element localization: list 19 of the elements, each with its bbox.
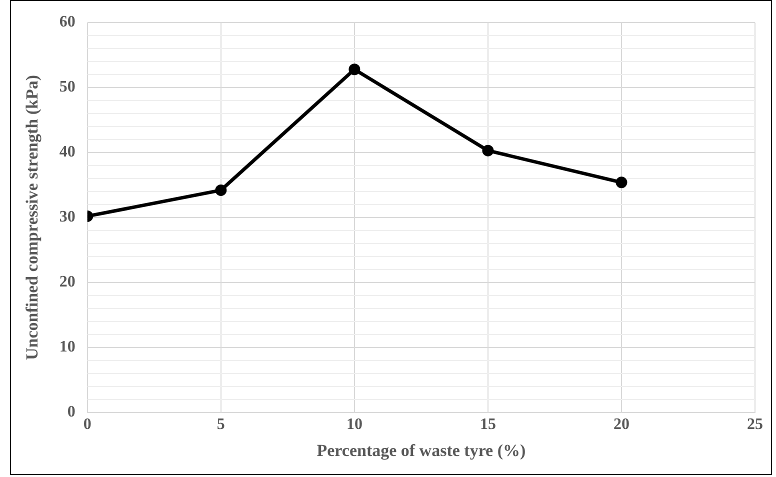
x-tick-label: 20 [613,416,630,434]
point [215,184,227,196]
y-tick-label: 60 [59,14,76,31]
x-tick-label: 10 [346,416,362,434]
y-axis-title: Unconfined compressive strength (kPa) [22,74,42,360]
x-tick-label: 5 [216,416,225,434]
y-tick-label: 10 [59,338,76,356]
y-tick-label: 40 [59,144,76,161]
x-tick-label: 0 [83,416,92,434]
y-tick-label: 20 [59,274,76,291]
y-tick-label: 30 [59,208,76,226]
x-axis-title: Percentage of waste tyre (%) [316,441,526,460]
point [616,176,628,188]
y-tick-label: 0 [67,404,76,421]
point [482,144,494,156]
y-tick-label: 50 [59,78,76,96]
x-tick-label: 25 [747,416,763,434]
x-tick-label: 15 [480,416,496,434]
point [348,64,360,76]
